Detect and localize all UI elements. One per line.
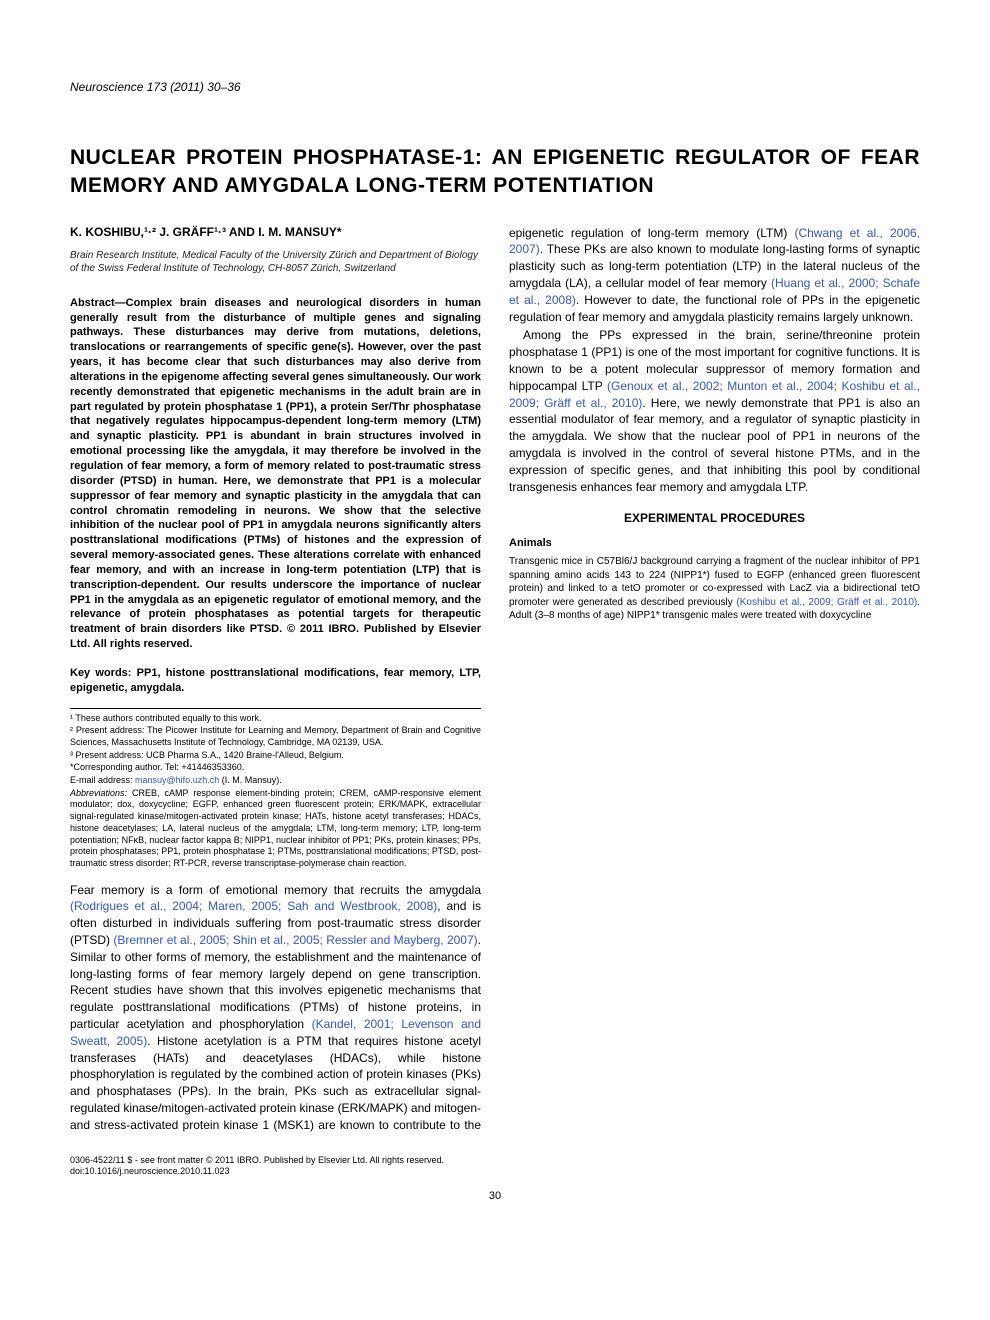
footnote-address-3: ³ Present address: UCB Pharma S.A., 1420…	[70, 750, 481, 762]
ref-rodrigues[interactable]: (Rodrigues et al., 2004; Maren, 2005; Sa…	[70, 899, 437, 913]
abbrev-text: CREB, cAMP response element-binding prot…	[70, 788, 481, 868]
doi-text: doi:10.1016/j.neuroscience.2010.11.023	[70, 1166, 920, 1178]
footnote-equal-contrib: ¹ These authors contributed equally to t…	[70, 713, 481, 725]
section-experimental-procedures: EXPERIMENTAL PROCEDURES	[509, 511, 920, 525]
journal-header: Neuroscience 173 (2011) 30–36	[70, 80, 920, 94]
email-label: E-mail address:	[70, 775, 135, 785]
two-column-layout: K. KOSHIBU,¹·² J. GRÄFF¹·³ AND I. M. MAN…	[70, 225, 920, 1145]
authors-line: K. KOSHIBU,¹·² J. GRÄFF¹·³ AND I. M. MAN…	[70, 225, 481, 239]
intro-p1a: Fear memory is a form of emotional memor…	[70, 883, 481, 897]
copyright-text: 0306-4522/11 $ - see front matter © 2011…	[70, 1155, 920, 1167]
footnote-corresponding: *Corresponding author. Tel: +41446353360…	[70, 762, 481, 774]
methods-para-1: Transgenic mice in C57Bl6/J background c…	[509, 555, 920, 623]
footnote-abbreviations: Abbreviations: CREB, cAMP response eleme…	[70, 788, 481, 870]
intro-p2b: . Here, we newly demonstrate that PP1 is…	[509, 396, 920, 494]
journal-citation: 173 (2011) 30–36	[147, 80, 241, 94]
ref-koshibu[interactable]: (Koshibu et al., 2009; Gräff et al., 201…	[736, 597, 917, 608]
subheading-animals: Animals	[509, 537, 920, 549]
page-number: 30	[70, 1190, 920, 1202]
keywords: Key words: PP1, histone posttranslationa…	[70, 666, 481, 696]
email-name: (I. M. Mansuy).	[219, 775, 282, 785]
affiliation: Brain Research Institute, Medical Facult…	[70, 249, 481, 276]
journal-name: Neuroscience	[70, 80, 143, 94]
article-title: NUCLEAR PROTEIN PHOSPHATASE-1: AN EPIGEN…	[70, 144, 920, 201]
abbrev-label: Abbreviations:	[70, 788, 127, 798]
copyright-line: 0306-4522/11 $ - see front matter © 2011…	[70, 1155, 920, 1178]
footnote-email: E-mail address: mansuy@hifo.uzh.ch (I. M…	[70, 775, 481, 787]
ref-bremner[interactable]: (Bremner et al., 2005; Shin et al., 2005…	[113, 933, 477, 947]
footnote-address-2: ² Present address: The Picower Institute…	[70, 725, 481, 748]
intro-para-2: Among the PPs expressed in the brain, se…	[509, 327, 920, 495]
abstract: Abstract—Complex brain diseases and neur…	[70, 296, 481, 652]
email-link[interactable]: mansuy@hifo.uzh.ch	[135, 775, 219, 785]
footnotes-block: ¹ These authors contributed equally to t…	[70, 708, 481, 870]
